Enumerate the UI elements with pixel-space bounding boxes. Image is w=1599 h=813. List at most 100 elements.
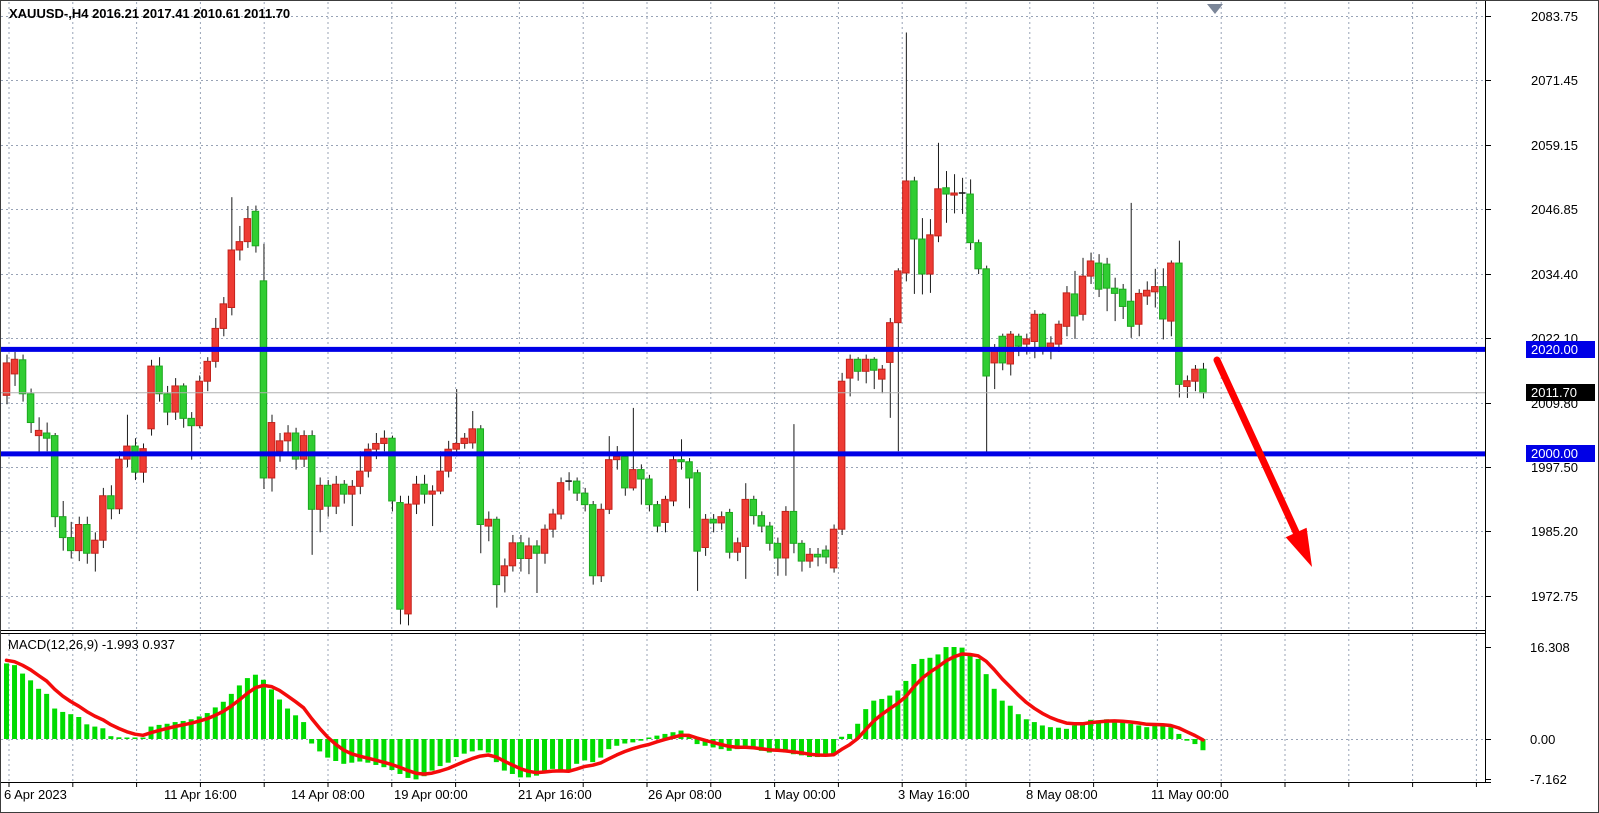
macd-histogram-bar bbox=[1184, 739, 1190, 741]
macd-histogram-bar bbox=[325, 739, 331, 758]
trend-arrow-shaft[interactable] bbox=[1213, 356, 1303, 542]
bear-candle-body bbox=[155, 365, 163, 395]
bear-candle-body bbox=[251, 210, 260, 247]
macd-histogram-bar bbox=[116, 737, 122, 739]
bull-candle-body bbox=[452, 442, 460, 450]
macd-histogram-bar bbox=[1200, 739, 1206, 751]
macd-histogram-bar bbox=[807, 739, 812, 758]
shift-marker-layer[interactable] bbox=[1207, 4, 1223, 14]
macd-histogram-bar bbox=[815, 739, 821, 758]
macd-histogram-bar bbox=[598, 739, 604, 758]
bull-candle-body bbox=[733, 542, 741, 553]
bull-candle-body bbox=[1062, 292, 1071, 327]
bull-candle-body bbox=[372, 442, 380, 450]
bear-candle-body bbox=[388, 437, 396, 502]
macd-histogram-bar bbox=[132, 737, 138, 739]
trend-arrow-layer[interactable] bbox=[1213, 356, 1312, 567]
bull-candle-body bbox=[1151, 286, 1159, 293]
bull-candle-body bbox=[227, 249, 236, 309]
bear-candle-body bbox=[1094, 262, 1103, 290]
macd-histogram-bar bbox=[52, 708, 58, 739]
bear-candle-body bbox=[396, 502, 404, 610]
macd-histogram-bar bbox=[293, 715, 299, 739]
macd-histogram-bar bbox=[702, 739, 708, 746]
bear-candle-body bbox=[307, 435, 316, 510]
trend-arrow-head[interactable] bbox=[1285, 527, 1312, 567]
shift-marker-triangle[interactable] bbox=[1207, 4, 1223, 14]
bear-candle-body bbox=[869, 358, 878, 371]
bear-candle-body bbox=[179, 385, 187, 419]
bear-candle-body bbox=[974, 242, 982, 270]
macd-histogram-bar bbox=[790, 739, 796, 755]
macd-histogram-bar bbox=[999, 700, 1005, 739]
macd-histogram-bar bbox=[895, 690, 901, 739]
bear-candle-body bbox=[765, 525, 774, 544]
macd-histogram-bar bbox=[1047, 727, 1053, 739]
price-axis-label: 1997.50 bbox=[1531, 459, 1578, 475]
macd-histogram-bar bbox=[525, 739, 531, 778]
macd-histogram-bar bbox=[461, 739, 467, 754]
bull-candle-body bbox=[1078, 275, 1087, 315]
bull-candle-body bbox=[364, 448, 372, 472]
bear-candle-body bbox=[1159, 286, 1167, 320]
macd-histogram-bar bbox=[76, 717, 82, 739]
macd-histogram-bar bbox=[405, 739, 411, 778]
macd-histogram-bar bbox=[445, 739, 451, 763]
bear-candle-body bbox=[789, 510, 798, 544]
macd-histogram-bar bbox=[68, 714, 74, 739]
bull-candle-body bbox=[10, 358, 19, 375]
macd-histogram-bar bbox=[622, 739, 628, 744]
macd-histogram-bar bbox=[646, 737, 652, 739]
bull-candle-body bbox=[829, 528, 838, 569]
bear-candle-body bbox=[163, 393, 171, 413]
bull-candle-body bbox=[1191, 368, 1199, 382]
hline-objects-layer[interactable] bbox=[1, 346, 1485, 457]
macd-histogram-bar bbox=[935, 654, 941, 739]
macd-histogram-bar bbox=[4, 663, 9, 739]
macd-histogram-bar bbox=[252, 674, 258, 739]
bull-candle-body bbox=[404, 503, 412, 615]
macd-histogram-bar bbox=[212, 707, 218, 739]
bull-candle-body bbox=[1134, 292, 1143, 325]
price-axis-label: 2071.45 bbox=[1531, 72, 1578, 88]
price-axis-label: 1985.20 bbox=[1531, 523, 1578, 539]
bear-candle-body bbox=[1199, 368, 1207, 394]
macd-histogram-bar bbox=[839, 736, 845, 739]
chart-ohlc-title: XAUUSD-,H4 2016.21 2017.41 2010.61 2011.… bbox=[9, 6, 291, 21]
bear-candle-body bbox=[580, 492, 589, 506]
bull-candle-body bbox=[596, 508, 605, 577]
candle-doji-body bbox=[565, 480, 572, 482]
bull-candle-body bbox=[139, 448, 147, 473]
bear-candle-body bbox=[821, 549, 830, 558]
bull-candle-body bbox=[1054, 323, 1063, 345]
macd-histogram-bar bbox=[1063, 728, 1069, 739]
macd-histogram-bar bbox=[1144, 727, 1150, 739]
macd-histogram-bar bbox=[172, 722, 178, 739]
candles-layer bbox=[2, 32, 1207, 626]
price-axis-label: 2083.75 bbox=[1531, 8, 1578, 24]
macd-histogram-bar bbox=[774, 739, 780, 751]
macd-histogram-bar bbox=[28, 680, 34, 739]
macd-histogram-bar bbox=[1128, 723, 1134, 739]
macd-axis-label: 0.00 bbox=[1530, 731, 1556, 747]
bear-candle-body bbox=[476, 428, 485, 526]
macd-histogram-bar bbox=[766, 739, 772, 753]
bull-candle-body bbox=[500, 565, 509, 577]
macd-histogram-bar bbox=[84, 724, 90, 739]
bear-candle-body bbox=[492, 518, 501, 586]
macd-histogram-bar bbox=[1152, 724, 1158, 739]
macd-histogram-bar bbox=[1168, 727, 1174, 739]
macd-histogram-bar bbox=[12, 665, 18, 739]
bull-candle-body bbox=[283, 432, 292, 442]
bid-price-tag: 2011.70 bbox=[1526, 384, 1595, 402]
macd-histogram-bar bbox=[285, 708, 291, 739]
bull-candle-body bbox=[613, 456, 621, 461]
bull-candle-body bbox=[380, 437, 388, 444]
bear-candle-body bbox=[813, 553, 822, 558]
bear-candle-body bbox=[709, 518, 717, 524]
price-axis-label: 1972.75 bbox=[1531, 588, 1578, 604]
bear-candle-body bbox=[749, 498, 758, 517]
bear-candle-body bbox=[653, 504, 661, 527]
macd-histogram-bar bbox=[477, 739, 483, 751]
